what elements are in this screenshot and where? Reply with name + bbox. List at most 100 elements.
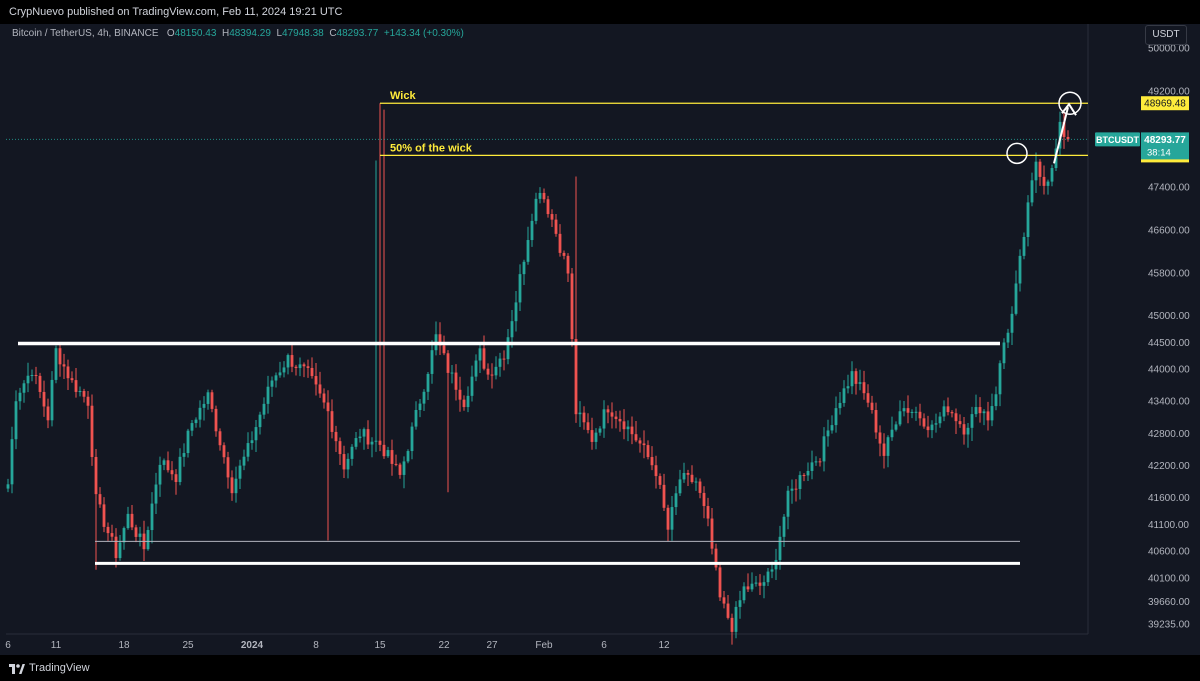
candle-body: [154, 484, 158, 504]
candle-body: [546, 199, 550, 215]
wick-high-label: Wick: [390, 90, 416, 102]
candle-body: [174, 474, 178, 482]
candle-body: [182, 453, 186, 457]
candle-body: [982, 411, 986, 414]
candle-body: [914, 411, 918, 413]
candle-body: [298, 364, 302, 369]
candle-body: [610, 412, 614, 417]
candle-body: [526, 240, 530, 262]
candle-body: [978, 407, 982, 414]
candle-body: [994, 394, 998, 407]
candle-body: [662, 484, 666, 508]
tradingview-logo-icon: [9, 664, 25, 674]
y-tick-label: 40600.00: [1148, 547, 1190, 558]
candle-body: [318, 384, 322, 394]
candle-body: [38, 375, 42, 392]
candle-body: [862, 382, 866, 394]
candle-body: [6, 484, 10, 489]
candle-body: [438, 334, 442, 346]
candle-body: [822, 436, 826, 462]
candle-body: [1018, 255, 1022, 284]
candle-body: [986, 411, 990, 421]
x-tick-label: 18: [118, 640, 130, 651]
candle-body: [122, 528, 126, 543]
y-tick-label: 42800.00: [1148, 429, 1190, 440]
y-tick-label: 45000.00: [1148, 311, 1190, 322]
candle-body: [754, 582, 758, 584]
candle-body: [422, 391, 426, 404]
wick-50-label: 50% of the wick: [390, 142, 473, 154]
candle-body: [486, 368, 490, 375]
x-tick-label: Feb: [535, 640, 553, 651]
plot-area[interactable]: [6, 24, 1088, 634]
candle-body: [718, 567, 722, 598]
candle-body: [906, 408, 910, 413]
candle-body: [462, 399, 466, 408]
high-value: 48394.29: [229, 28, 271, 39]
candle-body: [766, 571, 770, 583]
candle-body: [214, 408, 218, 432]
wick-high-price-text: 48969.48: [1144, 99, 1186, 110]
candle-body: [1046, 181, 1050, 186]
candle-body: [606, 409, 610, 413]
x-tick-label: 6: [601, 640, 607, 651]
candle-body: [402, 461, 406, 475]
candle-body: [674, 493, 678, 508]
change-value: +143.34 (+0.30%): [383, 28, 464, 39]
candle-body: [446, 353, 450, 373]
candle-body: [370, 441, 374, 445]
annotation-circle-50pct: [1006, 142, 1028, 165]
candle-body: [758, 582, 762, 586]
candle-body: [682, 472, 686, 480]
candle-body: [1014, 283, 1018, 314]
candle-body: [946, 406, 950, 413]
candle-body: [594, 432, 598, 442]
candle-body: [854, 371, 858, 384]
x-tick-label: 8: [313, 640, 319, 651]
candle-body: [62, 364, 66, 367]
candle-body: [694, 481, 698, 483]
candle-body: [342, 454, 346, 470]
candle-body: [970, 414, 974, 428]
candle-body: [626, 426, 630, 430]
currency-button[interactable]: USDT: [1145, 25, 1187, 45]
candle-body: [826, 430, 830, 437]
candle-body: [602, 409, 606, 429]
candle-body: [534, 198, 538, 221]
candle-body: [918, 411, 922, 419]
candle-body: [1006, 332, 1010, 343]
candle-body: [590, 430, 594, 442]
candle-body: [830, 425, 834, 431]
candle-body: [270, 380, 274, 387]
candle-body: [702, 492, 706, 507]
symbol-title: Bitcoin / TetherUS, 4h, BINANCE: [12, 28, 159, 39]
candle-body: [618, 418, 622, 422]
candle-body: [366, 429, 370, 445]
candle-body: [558, 233, 562, 253]
wick-high-price-tag: [1141, 96, 1189, 111]
candle-body: [734, 606, 738, 632]
candle-body: [382, 444, 386, 457]
candle-body: [834, 408, 838, 426]
x-tick-label: 12: [658, 640, 670, 651]
candle-body: [190, 423, 194, 431]
x-tick-label: 22: [438, 640, 450, 651]
candle-body: [670, 507, 674, 530]
candle-body: [490, 374, 494, 376]
candle-body: [250, 440, 254, 444]
candle-body: [198, 407, 202, 420]
x-tick-label: 25: [182, 640, 194, 651]
candle-body: [334, 431, 338, 442]
candle-body: [358, 436, 362, 439]
candle-body: [14, 401, 18, 440]
y-tick-label: 39235.00: [1148, 620, 1190, 631]
candle-body: [378, 440, 382, 445]
x-tick-label: 15: [374, 640, 386, 651]
candle-body: [738, 600, 742, 607]
y-tick-label: 39660.00: [1148, 597, 1190, 608]
candle-body: [426, 373, 430, 392]
candle-body: [810, 462, 814, 471]
candle-body: [850, 371, 854, 387]
candle-body: [638, 440, 642, 444]
